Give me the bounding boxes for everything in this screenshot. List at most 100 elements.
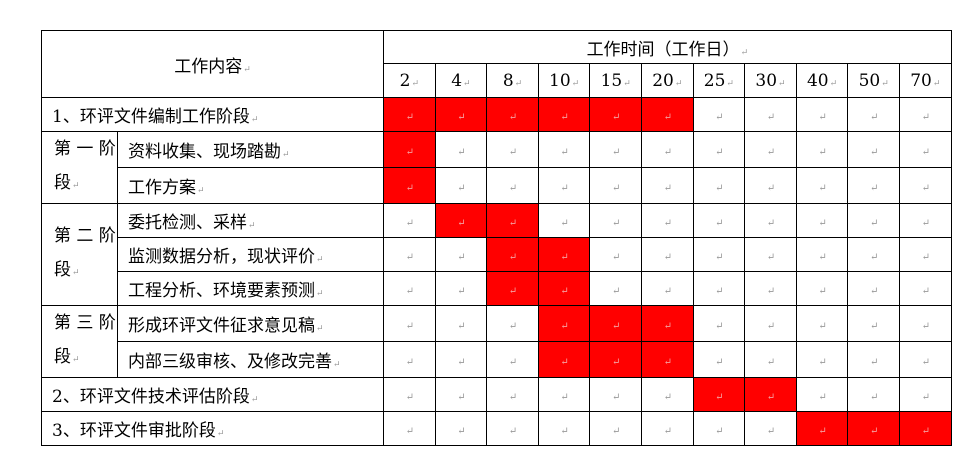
- paragraph-mark-icon: [663, 140, 672, 160]
- paragraph-mark-icon: [508, 176, 517, 196]
- paragraph-mark-icon: [611, 176, 620, 196]
- schedule-cell: [744, 341, 797, 378]
- day-header-text: 20: [652, 71, 682, 91]
- paragraph-mark-icon: [456, 385, 465, 405]
- paragraph-mark-icon: [766, 314, 775, 334]
- paragraph-mark-icon: [817, 385, 826, 405]
- task-label: 监测数据分析，现状评价: [116, 237, 385, 272]
- paragraph-mark-icon: [611, 211, 620, 231]
- paragraph-mark-icon: [456, 211, 465, 231]
- schedule-cell: [537, 377, 591, 412]
- schedule-cell: [383, 271, 436, 306]
- paragraph-mark-icon: [456, 176, 465, 196]
- paragraph-mark-icon: [405, 279, 414, 299]
- phase-label-text: 第 一 阶段: [54, 139, 116, 193]
- schedule-cell: [589, 131, 642, 168]
- day-header-text: 30: [755, 71, 785, 91]
- days-row: 2 4 8 10 15 20 25 30 40 50 70: [42, 63, 952, 98]
- schedule-cell: [744, 305, 797, 342]
- day-header: 20: [640, 63, 694, 98]
- schedule-cell: [692, 341, 746, 378]
- day-header-text: 70: [910, 71, 940, 91]
- schedule-cell: [847, 131, 900, 168]
- paragraph-mark-icon: [456, 140, 465, 160]
- schedule-cell: [795, 167, 849, 204]
- table-row: 工程分析、环境要素预测: [42, 271, 952, 306]
- schedule-cell: [795, 305, 849, 342]
- paragraph-mark-icon: [921, 279, 930, 299]
- schedule-cell: [640, 167, 694, 204]
- schedule-cell: [537, 167, 591, 204]
- paragraph-mark-icon: [456, 314, 465, 334]
- paragraph-mark-icon: [559, 105, 568, 125]
- phase-label: 第 三 阶段: [41, 305, 118, 378]
- task-label-text: 形成环评文件征求意见稿: [128, 316, 324, 336]
- schedule-cell: [640, 131, 694, 168]
- stage-label: 1、环评文件编制工作阶段: [40, 97, 385, 132]
- day-header: 8: [486, 63, 539, 98]
- table-row: 第 三 阶段形成环评文件征求意见稿: [41, 305, 952, 378]
- schedule-cell: [898, 237, 952, 272]
- schedule-cell: [898, 203, 952, 238]
- paragraph-mark-icon: [405, 245, 414, 265]
- schedule-cell: [383, 305, 436, 342]
- schedule-cell: [537, 203, 591, 238]
- paragraph-mark-icon: [611, 419, 620, 439]
- paragraph-mark-icon: [559, 176, 568, 196]
- schedule-cell: [434, 271, 488, 306]
- task-label: 工程分析、环境要素预测: [116, 271, 385, 306]
- paragraph-mark-icon: [508, 140, 517, 160]
- stage-label: 2、环评文件技术评估阶段: [40, 377, 385, 412]
- paragraph-mark-icon: [921, 419, 930, 439]
- schedule-cell: [383, 411, 436, 446]
- content-header: 工作内容: [40, 30, 385, 98]
- schedule-cell: [589, 377, 642, 412]
- paragraph-mark-icon: [405, 176, 414, 196]
- schedule-cell-active: [383, 167, 436, 204]
- paragraph-mark-icon: [766, 140, 775, 160]
- schedule-cell: [640, 237, 694, 272]
- paragraph-mark-icon: [817, 105, 826, 125]
- paragraph-mark-icon: [663, 314, 672, 334]
- paragraph-mark-icon: [663, 105, 672, 125]
- schedule-cell: [486, 167, 539, 204]
- paragraph-mark-icon: [559, 140, 568, 160]
- day-header-text: 10: [549, 71, 579, 91]
- schedule-cell: [847, 97, 900, 132]
- paragraph-mark-icon: [766, 419, 775, 439]
- paragraph-mark-icon: [869, 314, 878, 334]
- schedule-cell-active: [640, 97, 694, 132]
- paragraph-mark-icon: [611, 140, 620, 160]
- schedule-cell: [434, 377, 488, 412]
- schedule-cell: [434, 305, 488, 342]
- paragraph-mark-icon: [714, 211, 723, 231]
- paragraph-mark-icon: [611, 105, 620, 125]
- schedule-cell: [795, 341, 849, 378]
- schedule-cell-active: [383, 97, 436, 132]
- schedule-cell: [486, 341, 539, 378]
- day-header: 2: [383, 63, 436, 98]
- paragraph-mark-icon: [611, 385, 620, 405]
- paragraph-mark-icon: [405, 419, 414, 439]
- schedule-cell: [537, 131, 591, 168]
- paragraph-mark-icon: [405, 350, 414, 370]
- paragraph-mark-icon: [508, 245, 517, 265]
- schedule-cell-active: [537, 341, 591, 378]
- schedule-cell: [383, 237, 436, 272]
- schedule-cell: [434, 167, 488, 204]
- schedule-cell: [383, 341, 436, 378]
- header-row: 工作内容 工作时间（工作日）: [40, 30, 952, 98]
- task-label: 工作方案: [116, 167, 385, 204]
- schedule-cell: [589, 237, 642, 272]
- schedule-cell: [898, 97, 952, 132]
- schedule-cell: [744, 271, 797, 306]
- schedule-cell: [486, 131, 539, 168]
- paragraph-mark-icon: [663, 279, 672, 299]
- paragraph-mark-icon: [766, 385, 775, 405]
- stage-label: 3、环评文件审批阶段: [40, 411, 385, 446]
- day-header: 4: [434, 63, 488, 98]
- schedule-cell: [589, 167, 642, 204]
- day-header-text: 40: [807, 71, 837, 91]
- paragraph-mark-icon: [714, 140, 723, 160]
- schedule-cell-active: [537, 97, 591, 132]
